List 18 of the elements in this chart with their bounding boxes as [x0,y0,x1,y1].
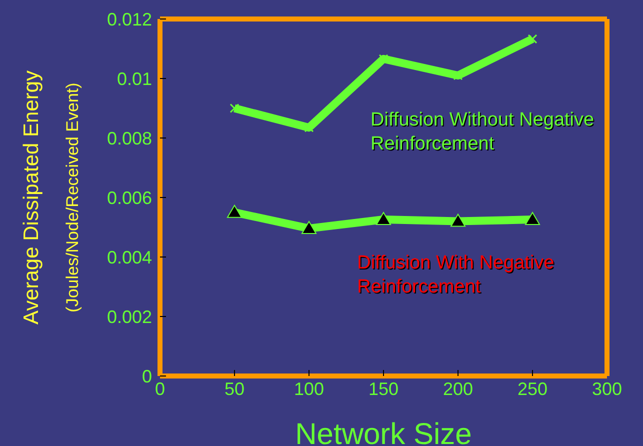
x-tick-label: 150 [368,378,399,399]
y-tick-label: 0.002 [106,306,152,327]
x-tick-label: 300 [592,378,622,399]
x-tick-label: 250 [517,378,548,399]
y-tick-label: 0.006 [106,188,152,208]
y-tick-label: 0.008 [106,128,152,148]
annotation: Diffusion Without Negative Reinforcement [370,109,594,154]
x-axis-title: Network Size [295,418,472,446]
y-tick-label: 0.012 [106,9,152,30]
y-tick-label: 0.004 [106,247,152,268]
x-tick-label: 200 [442,378,474,399]
y-tick-label: 0.01 [116,68,152,89]
annotation: Diffusion With Negative Reinforcement [357,252,554,298]
y-tick-label: 0 [142,366,152,386]
x-tick-label: 100 [294,378,324,399]
x-tick-label: 50 [224,378,245,399]
y-axis-title: Average Dissipated Energy (Joules/Node/Received Event) [20,70,82,325]
x-tick-label: 0 [154,378,166,399]
